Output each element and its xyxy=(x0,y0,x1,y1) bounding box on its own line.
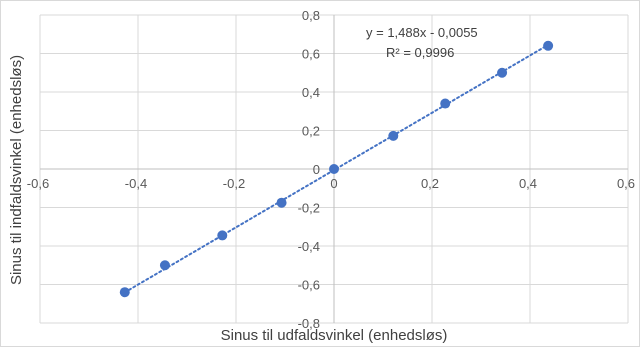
y-tick-label: 0,6 xyxy=(302,47,320,62)
x-tick-label: -0,4 xyxy=(125,176,147,191)
x-axis-title: Sinus til udfaldsvinkel (enhedsløs) xyxy=(221,327,448,344)
x-tick-label: 0,2 xyxy=(421,176,439,191)
trendline-equation: y = 1,488x - 0,0055 xyxy=(366,25,478,40)
x-tick-label: -0,6 xyxy=(27,176,49,191)
y-tick-label: 0,8 xyxy=(302,8,320,23)
data-point xyxy=(159,260,170,271)
data-point xyxy=(543,40,554,51)
data-point xyxy=(329,164,339,174)
y-tick-label: -0,8 xyxy=(298,316,320,331)
y-tick-label: 0,2 xyxy=(302,124,320,139)
x-tick-label: 0 xyxy=(330,176,337,191)
data-point xyxy=(276,197,287,208)
data-point xyxy=(388,130,399,141)
x-tick-label: 0,6 xyxy=(617,176,635,191)
y-tick-label: -0,4 xyxy=(298,239,320,254)
tick-labels: -0,6 -0,4 -0,2 0 0,2 0,4 0,6 -0,8 -0,6 -0,4 -0,2 0 0… xyxy=(27,8,635,331)
x-tick-label: 0,4 xyxy=(519,176,537,191)
trendline-r-squared: R² = 0,9996 xyxy=(386,45,454,60)
y-tick-label: 0,4 xyxy=(302,85,320,100)
data-points xyxy=(119,40,554,298)
y-tick-label: -0,6 xyxy=(298,278,320,293)
y-tick-label: -0,2 xyxy=(298,201,320,216)
x-tick-label: -0,2 xyxy=(223,176,245,191)
data-point xyxy=(119,287,130,298)
data-point xyxy=(217,230,228,241)
data-point xyxy=(497,67,508,78)
data-point xyxy=(440,98,451,109)
y-tick-label: 0 xyxy=(313,162,320,177)
y-axis-title: Sinus til indfaldsvinkel (enhedsløs) xyxy=(8,55,25,285)
